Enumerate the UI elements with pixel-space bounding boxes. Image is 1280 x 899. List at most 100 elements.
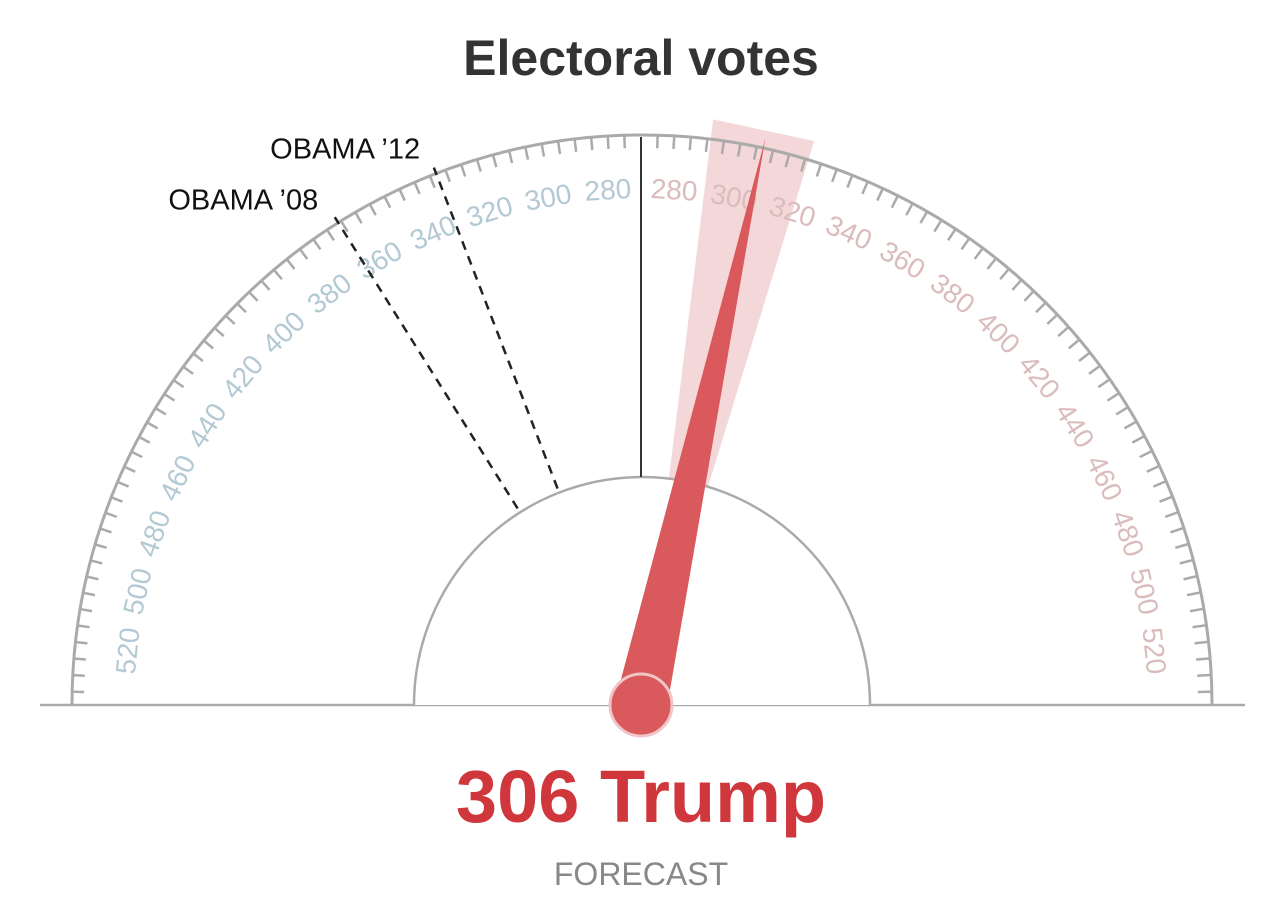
outer-arc	[70, 133, 1214, 706]
minor-tick-left-394	[259, 279, 271, 291]
result-headline: 306 Trump	[456, 755, 826, 838]
tick-label-left-300: 300	[522, 178, 574, 217]
minor-tick-right-299	[736, 143, 742, 157]
minor-tick-right-329	[831, 169, 838, 183]
tick-label-left-360: 360	[351, 235, 407, 285]
minor-tick-right-309	[768, 150, 775, 164]
minor-tick-right-499	[1183, 575, 1197, 581]
tick-label-right-280: 280	[650, 173, 699, 207]
minor-tick-right-364	[933, 219, 943, 233]
tick-label-left-460: 460	[153, 450, 201, 506]
minor-tick-right-334	[846, 175, 854, 189]
minor-tick-left-314	[491, 154, 498, 168]
minor-tick-right-484	[1170, 527, 1184, 534]
minor-tick-right-359	[919, 211, 929, 224]
minor-tick-left-349	[383, 195, 392, 209]
forecast-label: FORECAST	[554, 856, 728, 892]
minor-tick-right-514	[1192, 624, 1206, 629]
minor-tick-right-424	[1078, 351, 1091, 362]
minor-tick-right-439	[1106, 392, 1120, 402]
minor-tick-right-284	[688, 137, 693, 151]
tick-label-right-380: 380	[925, 267, 981, 320]
tick-label-left-320: 320	[463, 190, 517, 233]
minor-tick-right-459	[1139, 450, 1152, 459]
tick-label-right-520: 520	[1136, 626, 1172, 676]
minor-tick-right-449	[1123, 420, 1137, 430]
tick-label-left-520: 520	[110, 626, 146, 676]
minor-tick-right-504	[1186, 591, 1201, 597]
minor-tick-right-494	[1179, 558, 1193, 565]
minor-tick-left-379	[298, 247, 309, 260]
minor-tick-left-289	[573, 138, 578, 152]
minor-tick-right-479	[1164, 511, 1178, 519]
minor-tick-right-314	[784, 154, 791, 168]
inner-arc	[412, 475, 872, 706]
minor-tick-right-414	[1057, 326, 1069, 337]
minor-tick-left-354	[368, 203, 377, 216]
minor-tick-left-369	[325, 228, 335, 241]
minor-tick-right-319	[800, 158, 807, 172]
minor-tick-left-339	[413, 181, 421, 195]
tick-label-left-420: 420	[216, 349, 270, 405]
minor-tick-left-319	[475, 158, 482, 172]
marker-label-0: OBAMA ’12	[270, 134, 420, 166]
tick-label-left-380: 380	[301, 267, 357, 320]
minor-tick-right-374	[960, 238, 971, 251]
minor-tick-right-434	[1097, 378, 1110, 389]
minor-tick-right-464	[1146, 465, 1160, 473]
minor-tick-right-324	[815, 163, 823, 177]
minor-tick-right-344	[876, 188, 884, 202]
minor-tick-left-299	[540, 143, 546, 157]
minor-tick-right-399	[1023, 290, 1035, 302]
minor-tick-right-294	[720, 140, 726, 155]
minor-tick-right-394	[1011, 279, 1023, 291]
minor-tick-right-509	[1189, 607, 1204, 613]
minor-tick-left-334	[428, 175, 436, 189]
forecast-needle	[615, 138, 766, 711]
tick-label-left-280: 280	[584, 173, 633, 207]
tick-label-right-340: 340	[821, 209, 876, 256]
tick-label-right-500: 500	[1124, 565, 1165, 617]
minor-tick-right-469	[1152, 480, 1166, 488]
minor-tick-right-369	[947, 228, 957, 241]
minor-tick-right-354	[905, 203, 914, 216]
minor-tick-left-374	[311, 238, 322, 251]
tick-label-right-400: 400	[971, 305, 1026, 360]
minor-tick-right-489	[1175, 542, 1189, 549]
minor-tick-right-474	[1159, 495, 1173, 503]
minor-tick-left-389	[272, 268, 283, 281]
minor-tick-right-279	[672, 135, 676, 150]
chart-title: Electoral votes	[463, 30, 819, 86]
minor-tick-right-519	[1194, 640, 1208, 645]
minor-tick-left-364	[339, 219, 349, 233]
minor-tick-left-294	[556, 140, 562, 155]
minor-tick-right-419	[1068, 339, 1080, 350]
minor-tick-left-384	[285, 257, 296, 270]
minor-tick-left-329	[444, 169, 451, 183]
minor-tick-right-289	[704, 138, 709, 152]
tick-marks	[71, 135, 1211, 694]
tick-label-left-440: 440	[181, 397, 232, 453]
tick-label-left-480: 480	[132, 506, 177, 560]
tick-label-right-360: 360	[875, 235, 931, 285]
marker-line-1	[333, 216, 519, 510]
tick-label-right-440: 440	[1049, 397, 1100, 453]
minor-tick-right-429	[1088, 365, 1101, 375]
minor-tick-left-284	[589, 137, 594, 151]
historical-markers: OBAMA ’12 OBAMA ’08	[168, 134, 559, 510]
minor-tick-right-389	[999, 268, 1010, 281]
tick-label-left-500: 500	[117, 565, 158, 617]
minor-tick-left-344	[398, 188, 406, 202]
tick-label-left-400: 400	[256, 305, 311, 360]
minor-tick-right-349	[890, 195, 899, 209]
minor-tick-right-404	[1035, 302, 1047, 314]
minor-tick-right-524	[1196, 657, 1210, 661]
minor-tick-right-454	[1131, 435, 1145, 444]
minor-tick-right-339	[861, 181, 869, 195]
marker-label-1: OBAMA ’08	[168, 185, 318, 217]
tick-label-right-420: 420	[1013, 349, 1067, 405]
tick-label-right-460: 460	[1080, 450, 1128, 506]
minor-tick-right-304	[752, 146, 758, 160]
minor-tick-right-384	[986, 257, 997, 270]
